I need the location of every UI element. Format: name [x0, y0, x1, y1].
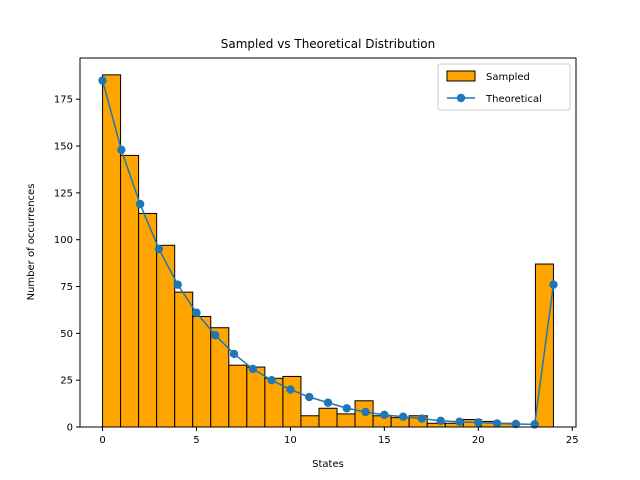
y-tick-label-125: 125 [54, 188, 73, 199]
bar-9 [264, 377, 284, 428]
x-tick-label-15: 15 [378, 435, 391, 446]
theoretical-point-0 [98, 76, 107, 85]
bar-8 [246, 366, 266, 428]
theoretical-point-19 [455, 417, 464, 426]
theoretical-point-21 [492, 419, 502, 428]
y-tick-label-0: 0 [67, 423, 73, 434]
x-tick-label-20: 20 [472, 435, 485, 446]
y-tick-label-50: 50 [60, 329, 73, 340]
theoretical-point-7 [229, 349, 239, 359]
legend-swatch-sampled [446, 70, 476, 82]
theoretical-point-24 [549, 280, 558, 289]
x-tick-label-5: 5 [193, 435, 199, 446]
theoretical-point-6 [211, 331, 220, 340]
bar-12 [318, 407, 338, 428]
bar-6 [210, 327, 230, 428]
axes-frame [79, 57, 577, 428]
y-tick-label-25: 25 [60, 376, 73, 387]
legend-marker-theoretical [456, 93, 466, 103]
theoretical-point-4 [173, 280, 182, 289]
theoretical-point-13 [342, 404, 351, 413]
theoretical-point-1 [117, 145, 126, 154]
y-tick-label-150: 150 [54, 142, 73, 153]
y-tick-label-100: 100 [54, 235, 73, 246]
theoretical-point-15 [380, 410, 389, 420]
x-tick-label-25: 25 [566, 435, 579, 446]
chart-title: Sampled vs Theoretical Distribution [221, 37, 435, 51]
theoretical-point-16 [398, 412, 408, 421]
theoretical-point-14 [361, 407, 370, 417]
bar-2 [138, 212, 158, 428]
theoretical-point-18 [436, 416, 445, 426]
theoretical-point-10 [286, 385, 295, 394]
theoretical-point-11 [305, 392, 314, 402]
x-tick-label-10: 10 [284, 435, 297, 446]
legend-label-theoretical: Theoretical [485, 94, 542, 105]
legend-label-sampled: Sampled [486, 72, 530, 83]
theoretical-point-8 [248, 364, 258, 374]
bar-7 [228, 364, 248, 428]
y-tick-label-75: 75 [60, 282, 73, 293]
theoretical-point-20 [474, 418, 483, 427]
bar-11 [300, 415, 320, 428]
bar-0 [102, 74, 122, 428]
bar-1 [120, 154, 140, 428]
theoretical-point-3 [154, 244, 164, 254]
bar-13 [336, 413, 356, 428]
bar-5 [192, 315, 212, 428]
y-axis-label: Number of occurrences [26, 184, 37, 301]
theoretical-point-9 [267, 375, 276, 385]
theoretical-point-5 [192, 308, 201, 317]
theoretical-point-22 [511, 419, 521, 429]
y-tick-label-175: 175 [54, 95, 73, 106]
theoretical-point-2 [135, 199, 145, 209]
x-tick-label-0: 0 [99, 435, 105, 446]
plot-area: 0 5 10 15 20 25 0 25 50 75 100 125 150 175 Sampled Theo… [54, 57, 579, 446]
x-axis-label: States [312, 459, 344, 470]
bar-4 [174, 291, 194, 428]
theoretical-point-17 [417, 414, 427, 423]
theoretical-point-12 [323, 398, 333, 407]
bar-10 [282, 375, 302, 428]
theoretical-point-23 [530, 420, 539, 429]
